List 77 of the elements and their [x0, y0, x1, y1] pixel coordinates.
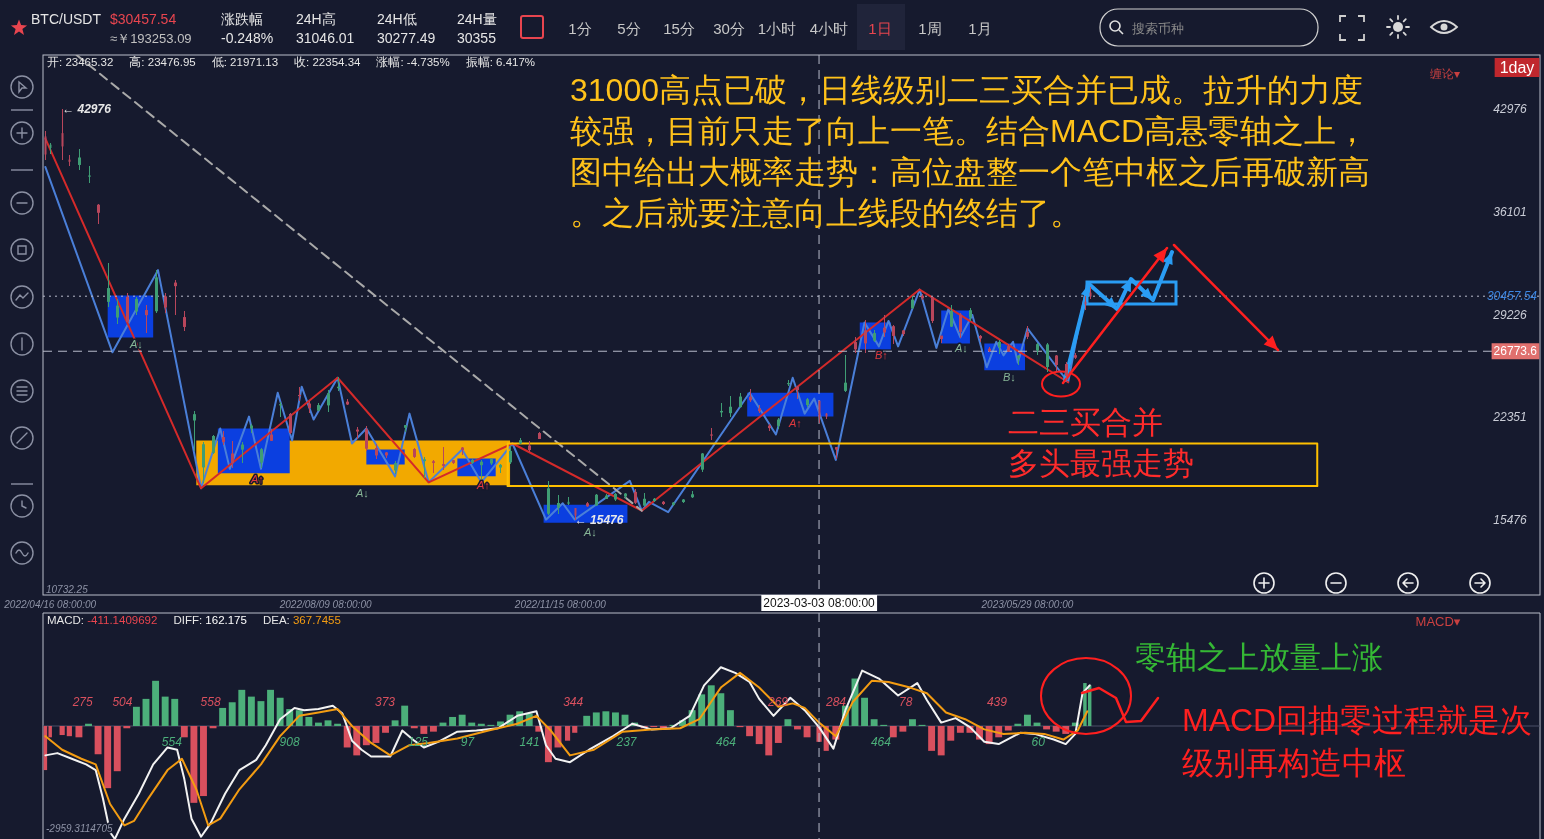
- ref-line-label: 30457.54: [1486, 289, 1538, 304]
- text: 5分: [617, 20, 641, 37]
- annotation: 1day: [1499, 59, 1535, 76]
- y-tick-label: 22351: [1492, 410, 1527, 425]
- annotation: 237: [615, 735, 638, 749]
- annotation: 141: [519, 735, 540, 749]
- annotation: A↓: [954, 342, 968, 354]
- text: 涨跌幅: [221, 11, 263, 27]
- y-tick-label: 15476: [1493, 513, 1528, 528]
- annotation: 125: [407, 735, 429, 749]
- text: 24H量: [457, 11, 497, 27]
- text: 1周: [918, 20, 942, 37]
- annotation: 零轴之上放量上涨: [1135, 640, 1383, 675]
- x-tick-label: 2022/04/16 08:00:00: [3, 599, 97, 610]
- annotation: 60: [1031, 735, 1046, 749]
- annotation: 554: [161, 735, 183, 749]
- y-tick-label: 42976: [1493, 102, 1528, 117]
- x-tick-label: 2022/11/15 08:00:00: [513, 599, 607, 610]
- annotation: 504: [112, 695, 133, 709]
- annotation: 464: [715, 735, 737, 749]
- annotation: 373: [374, 695, 396, 709]
- y-tick-label: 29226: [1492, 307, 1528, 322]
- text: DIFF: 162.175: [173, 614, 247, 626]
- annotation: 275: [71, 695, 94, 709]
- text: MACD▾: [1415, 614, 1461, 629]
- text: 搜索币种: [1132, 21, 1184, 36]
- text: 30分: [713, 20, 745, 37]
- annotation: 97: [460, 735, 476, 749]
- text: ≈￥193253.09: [110, 31, 192, 46]
- annotation: 464: [870, 735, 892, 749]
- ref-line-label: 2023-03-03 08:00:00: [763, 596, 876, 610]
- text: $30457.54: [110, 11, 177, 27]
- annotation: ← 42976: [62, 102, 112, 117]
- annotation: A↑: [476, 479, 490, 491]
- annotation: 振幅: 6.417%: [465, 56, 536, 68]
- y-tick-label: 36101: [1493, 204, 1527, 219]
- annotation: 二三买合并: [1008, 405, 1163, 440]
- text: 30277.49: [377, 30, 436, 46]
- x-tick-label: 2022/08/09 08:00:00: [278, 599, 372, 610]
- annotation: 10732.25: [46, 583, 89, 595]
- text: 4小时: [809, 20, 849, 37]
- text: 1月: [968, 20, 992, 37]
- text: 1分: [568, 20, 592, 37]
- text: 15分: [663, 20, 695, 37]
- text: 24H高: [296, 11, 336, 27]
- text: 31046.01: [296, 30, 355, 46]
- annotation: 344: [563, 695, 584, 709]
- text: 1小时: [757, 20, 797, 37]
- text: MACD: -411.1409692: [47, 614, 158, 626]
- text: -0.248%: [221, 30, 274, 46]
- text: 24H低: [377, 11, 417, 27]
- annotation: 284: [824, 695, 847, 709]
- annotation: 908: [279, 735, 300, 749]
- text: 1日: [868, 20, 892, 37]
- ref-line-label: 26773.6: [1493, 344, 1538, 359]
- annotation: A↑: [250, 473, 264, 485]
- annotation: 高: 23476.95: [129, 55, 196, 68]
- annotation: 多头最强走势: [1008, 446, 1194, 481]
- annotation: A↑: [788, 417, 802, 429]
- annotation: 开: 23465.32: [47, 56, 114, 68]
- annotation: 78: [899, 695, 913, 709]
- annotation: MACD回抽零过程就是次级别再构造中枢: [1182, 702, 1533, 781]
- x-tick-label: 2023/05/29 08:00:00: [980, 599, 1074, 610]
- annotation: A↓: [355, 487, 369, 499]
- text: DEA: 367.7455: [262, 614, 341, 626]
- text: 30355: [457, 30, 497, 46]
- annotation: B↑: [875, 349, 888, 361]
- annotation: 558: [200, 695, 221, 709]
- annotation: 31000高点已破，日线级别二三买合并已成。拉升的力度较强，目前只走了向上一笔。结合MACD高悬零轴之上，图中给出大概率走势：高位盘整一个笔中枢之后再破新高。之后就要注意向上线段的终结了。: [570, 72, 1370, 231]
- annotation: A↓: [583, 526, 597, 538]
- annotation: 低: 21971.13: [211, 56, 279, 68]
- annotation: 缠论▾: [1429, 67, 1461, 81]
- annotation: 收: 22354.34: [294, 56, 362, 68]
- annotation: B↓: [1003, 371, 1016, 383]
- text: BTC/USDT: [31, 11, 102, 27]
- annotation: 涨幅: -4.735%: [376, 56, 450, 68]
- annotation: 439: [986, 695, 1008, 709]
